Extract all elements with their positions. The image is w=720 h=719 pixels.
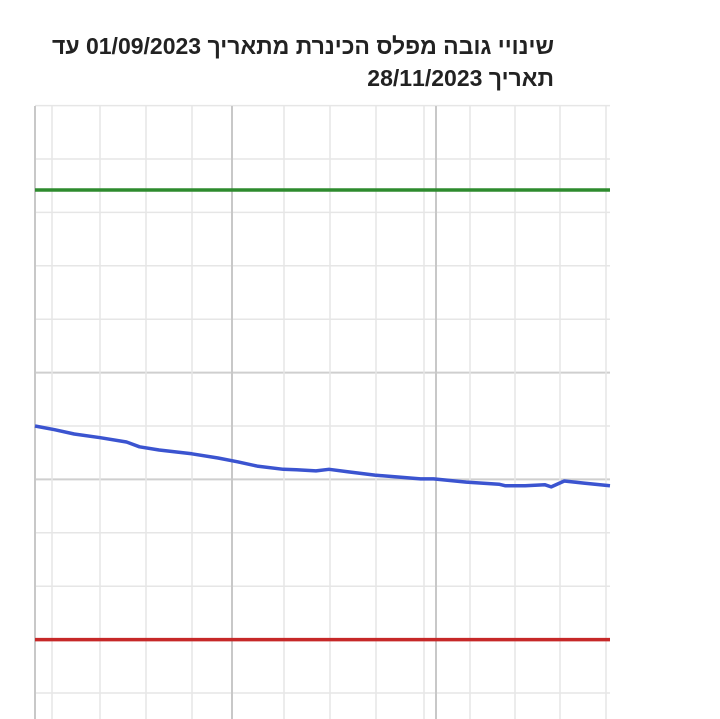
chart-title: שינויי גובה מפלס הכינרת מתאריך 01/09/202…	[34, 30, 554, 94]
chart-title-line-1: שינויי גובה מפלס הכינרת מתאריך 01/09/202…	[51, 33, 554, 59]
chart-title-line-2: תאריך 28/11/2023	[367, 65, 554, 91]
series-line-0	[34, 424, 611, 489]
